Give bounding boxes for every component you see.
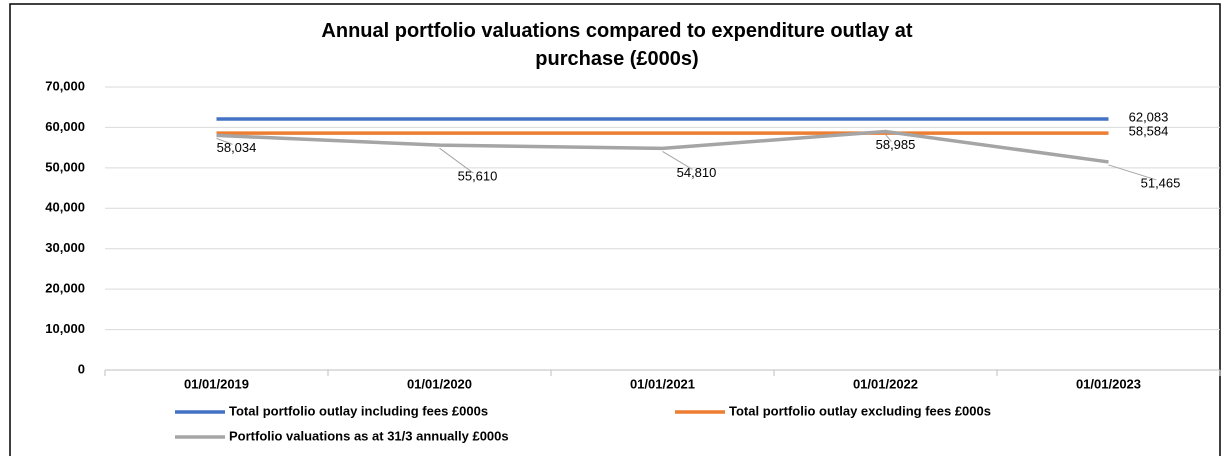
data-label: 58,584	[1129, 124, 1169, 139]
chart-border	[9, 3, 1221, 456]
x-tick-label: 01/01/2022	[853, 376, 918, 391]
data-label: 58,985	[876, 137, 916, 152]
legend-label: Portfolio valuations as at 31/3 annually…	[229, 428, 509, 443]
y-tick-label: 60,000	[45, 119, 85, 134]
leader-line	[1108, 164, 1157, 181]
legend-label: Total portfolio outlay including fees £0…	[229, 403, 488, 418]
y-tick-label: 10,000	[45, 321, 85, 336]
x-tick-label: 01/01/2023	[1076, 376, 1141, 391]
y-tick-label: 30,000	[45, 240, 85, 255]
y-tick-label: 40,000	[45, 200, 85, 215]
x-tick-label: 01/01/2021	[630, 376, 695, 391]
data-label: 55,610	[458, 169, 498, 184]
chart-title: Annual portfolio valuations compared to …	[321, 20, 913, 70]
legend-label: Total portfolio outlay excluding fees £0…	[729, 403, 991, 418]
x-tick-label: 01/01/2019	[184, 376, 249, 391]
leader-line	[885, 134, 892, 142]
leader-line	[439, 147, 474, 174]
x-tick-label: 01/01/2020	[407, 376, 472, 391]
data-label: 54,810	[677, 165, 717, 180]
data-label: 58,034	[217, 140, 257, 155]
y-tick-label: 70,000	[45, 78, 85, 93]
data-label: 62,083	[1129, 109, 1169, 124]
series-line	[216, 129, 1109, 164]
leader-line	[216, 137, 233, 145]
data-label: 51,465	[1141, 175, 1181, 190]
y-tick-label: 50,000	[45, 159, 85, 174]
leader-line	[662, 150, 693, 170]
y-tick-label: 0	[78, 361, 85, 376]
y-tick-label: 20,000	[45, 281, 85, 296]
